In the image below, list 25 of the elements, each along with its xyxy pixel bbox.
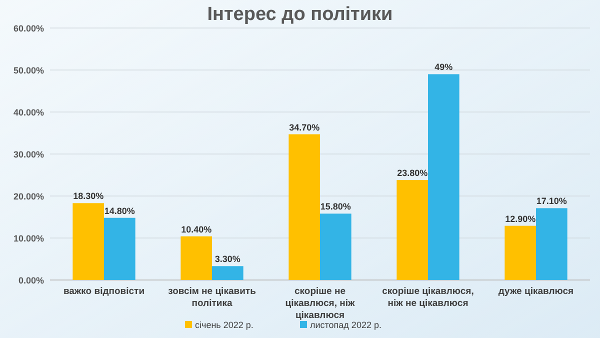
y-tick-label: 60.00%	[13, 24, 44, 34]
data-label: 10.40%	[181, 224, 212, 234]
y-tick-label: 50.00%	[13, 66, 44, 76]
y-tick-label: 40.00%	[13, 108, 44, 118]
legend-label: січень 2022 р.	[195, 320, 254, 330]
y-tick-label: 10.00%	[13, 234, 44, 244]
x-tick-label: дуже цікавлюся	[498, 286, 574, 297]
x-tick-label: скоріше цікавлюся, ніж не цікавлюся	[382, 286, 474, 309]
data-label: 34.70%	[289, 122, 320, 132]
data-label: 14.80%	[104, 206, 135, 216]
y-tick-label: 30.00%	[13, 150, 44, 160]
data-label: 23.80%	[397, 168, 428, 178]
x-tick-label: зовсім не цікавить політика	[168, 286, 256, 309]
data-label: 18.30%	[73, 191, 104, 202]
x-tick-label: скоріше не цікавлюся, ніж цікавлюся	[285, 286, 355, 321]
chart-title: Інтерес до політики	[207, 4, 393, 25]
data-label: 49%	[434, 62, 453, 72]
legend-label: листопад 2022 р.	[310, 320, 382, 330]
data-label: 12.90%	[505, 214, 536, 224]
y-tick-label: 0.00%	[18, 276, 44, 286]
y-tick-label: 20.00%	[13, 192, 44, 202]
x-tick-label: важко відповісти	[63, 286, 145, 297]
data-label: 17.10%	[536, 196, 567, 206]
data-label: 15.80%	[320, 202, 351, 212]
data-label: 3.30%	[214, 254, 240, 264]
